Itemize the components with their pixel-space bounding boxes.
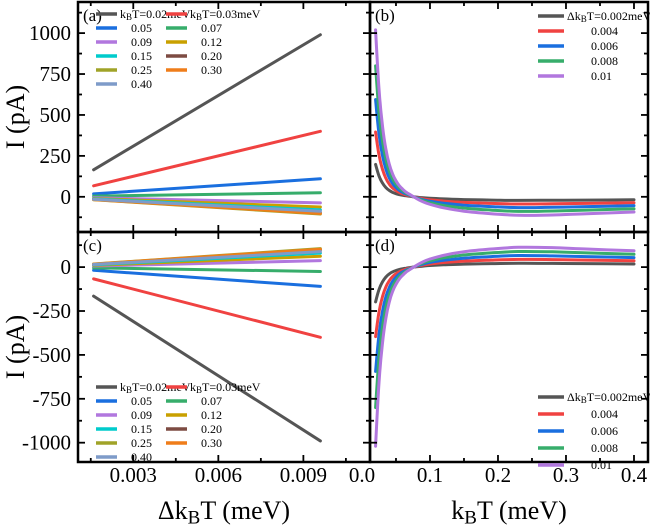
y-tick-label: -1000 [22, 431, 71, 455]
y-tick-label: -250 [33, 299, 72, 323]
panel-d-series-group [374, 245, 636, 448]
panel-label-c: (c) [83, 236, 102, 255]
legend-header: kBT=0.02meV [120, 380, 191, 395]
series-a-2 [92, 177, 322, 196]
legend-label: 0.25 [131, 63, 152, 77]
legend-label: 0.40 [131, 450, 152, 464]
series-a-0 [92, 33, 322, 172]
x-tick-label: 0.2 [485, 463, 511, 487]
series-b-0 [374, 162, 636, 202]
series-c-10 [92, 250, 322, 266]
legend-label: 0.05 [131, 394, 152, 408]
x-axis-title-left: ΔkBT (meV) [158, 496, 290, 527]
y-tick-label: 1000 [29, 21, 71, 45]
series-c-3 [92, 266, 322, 274]
panel-d-border [368, 230, 650, 464]
series-a-3 [92, 191, 322, 198]
legend-label: 0.01 [591, 458, 612, 472]
legend-header: ΔkBT=0.002meV [567, 390, 650, 405]
x-tick-label: 0.3 [553, 463, 579, 487]
legend-label: 0.25 [131, 436, 152, 450]
y-axis-title-top: I (pA) [1, 85, 30, 149]
y-tick-label: 500 [40, 103, 72, 127]
legend-label: 0.004 [591, 24, 618, 38]
legend-label: 0.20 [201, 49, 222, 63]
series-a-1 [92, 129, 322, 188]
legend-label: 0.09 [131, 35, 152, 49]
legend-label: 0.12 [201, 408, 222, 422]
series-b-2 [374, 98, 636, 210]
series-d-4 [374, 245, 636, 448]
series-b-1 [374, 130, 636, 206]
series-d-3 [374, 249, 636, 410]
legend-label: 0.004 [591, 407, 618, 421]
y-tick-label: -750 [33, 387, 72, 411]
legend-label: 0.15 [131, 422, 152, 436]
series-d-1 [374, 257, 636, 339]
legend-header: kBT=0.03meV [190, 380, 261, 395]
x-axis-title-right: kBT (meV) [451, 496, 566, 527]
series-d-0 [374, 261, 636, 304]
x-tick-label: 0.1 [417, 463, 443, 487]
x-tick-label: 0.006 [195, 463, 242, 487]
legend-label: 0.20 [201, 422, 222, 436]
legend-label: 0.09 [131, 408, 152, 422]
x-tick-label: 0.003 [110, 463, 157, 487]
series-c-0 [92, 294, 322, 443]
series-c-2 [92, 268, 322, 288]
y-tick-label: 0 [61, 255, 72, 279]
series-b-4 [374, 28, 636, 217]
legend-header: ΔkBT=0.002meV [567, 9, 650, 24]
x-tick-label: 0.0 [349, 463, 375, 487]
legend-header: kBT=0.02meV [120, 7, 191, 22]
panel-label-a: (a) [83, 6, 102, 25]
legend-label: 0.07 [201, 394, 222, 408]
legend-label: 0.008 [591, 54, 618, 68]
legend-label: 0.05 [131, 21, 152, 35]
legend-label: 0.01 [591, 69, 612, 83]
legend-label: 0.30 [201, 63, 222, 77]
y-tick-label: 250 [40, 144, 72, 168]
y-tick-label: 0 [61, 185, 72, 209]
y-axis-title-bottom: I (pA) [1, 315, 30, 379]
series-b-3 [374, 64, 636, 213]
legend-label: 0.07 [201, 21, 222, 35]
panel-label-d: (d) [375, 236, 395, 255]
legend-label: 0.006 [591, 39, 618, 53]
x-tick-label: 0.009 [280, 463, 327, 487]
y-tick-label: -500 [33, 343, 72, 367]
panel-c-series-group [92, 247, 322, 443]
panel-label-b: (b) [375, 6, 395, 25]
series-c-1 [92, 277, 322, 339]
series-a-10 [92, 197, 322, 213]
legend-label: 0.40 [131, 77, 152, 91]
y-tick-label: 750 [40, 62, 72, 86]
legend-label: 0.12 [201, 35, 222, 49]
legend-label: 0.008 [591, 441, 618, 455]
legend-header: kBT=0.03meV [190, 7, 261, 22]
panel-a-series-group [92, 33, 322, 216]
x-tick-label: 0.4 [621, 463, 648, 487]
legend-label: 0.006 [591, 424, 618, 438]
panel-b-series-group [374, 28, 636, 217]
legend-label: 0.30 [201, 436, 222, 450]
series-d-2 [374, 253, 636, 373]
legend-label: 0.15 [131, 49, 152, 63]
